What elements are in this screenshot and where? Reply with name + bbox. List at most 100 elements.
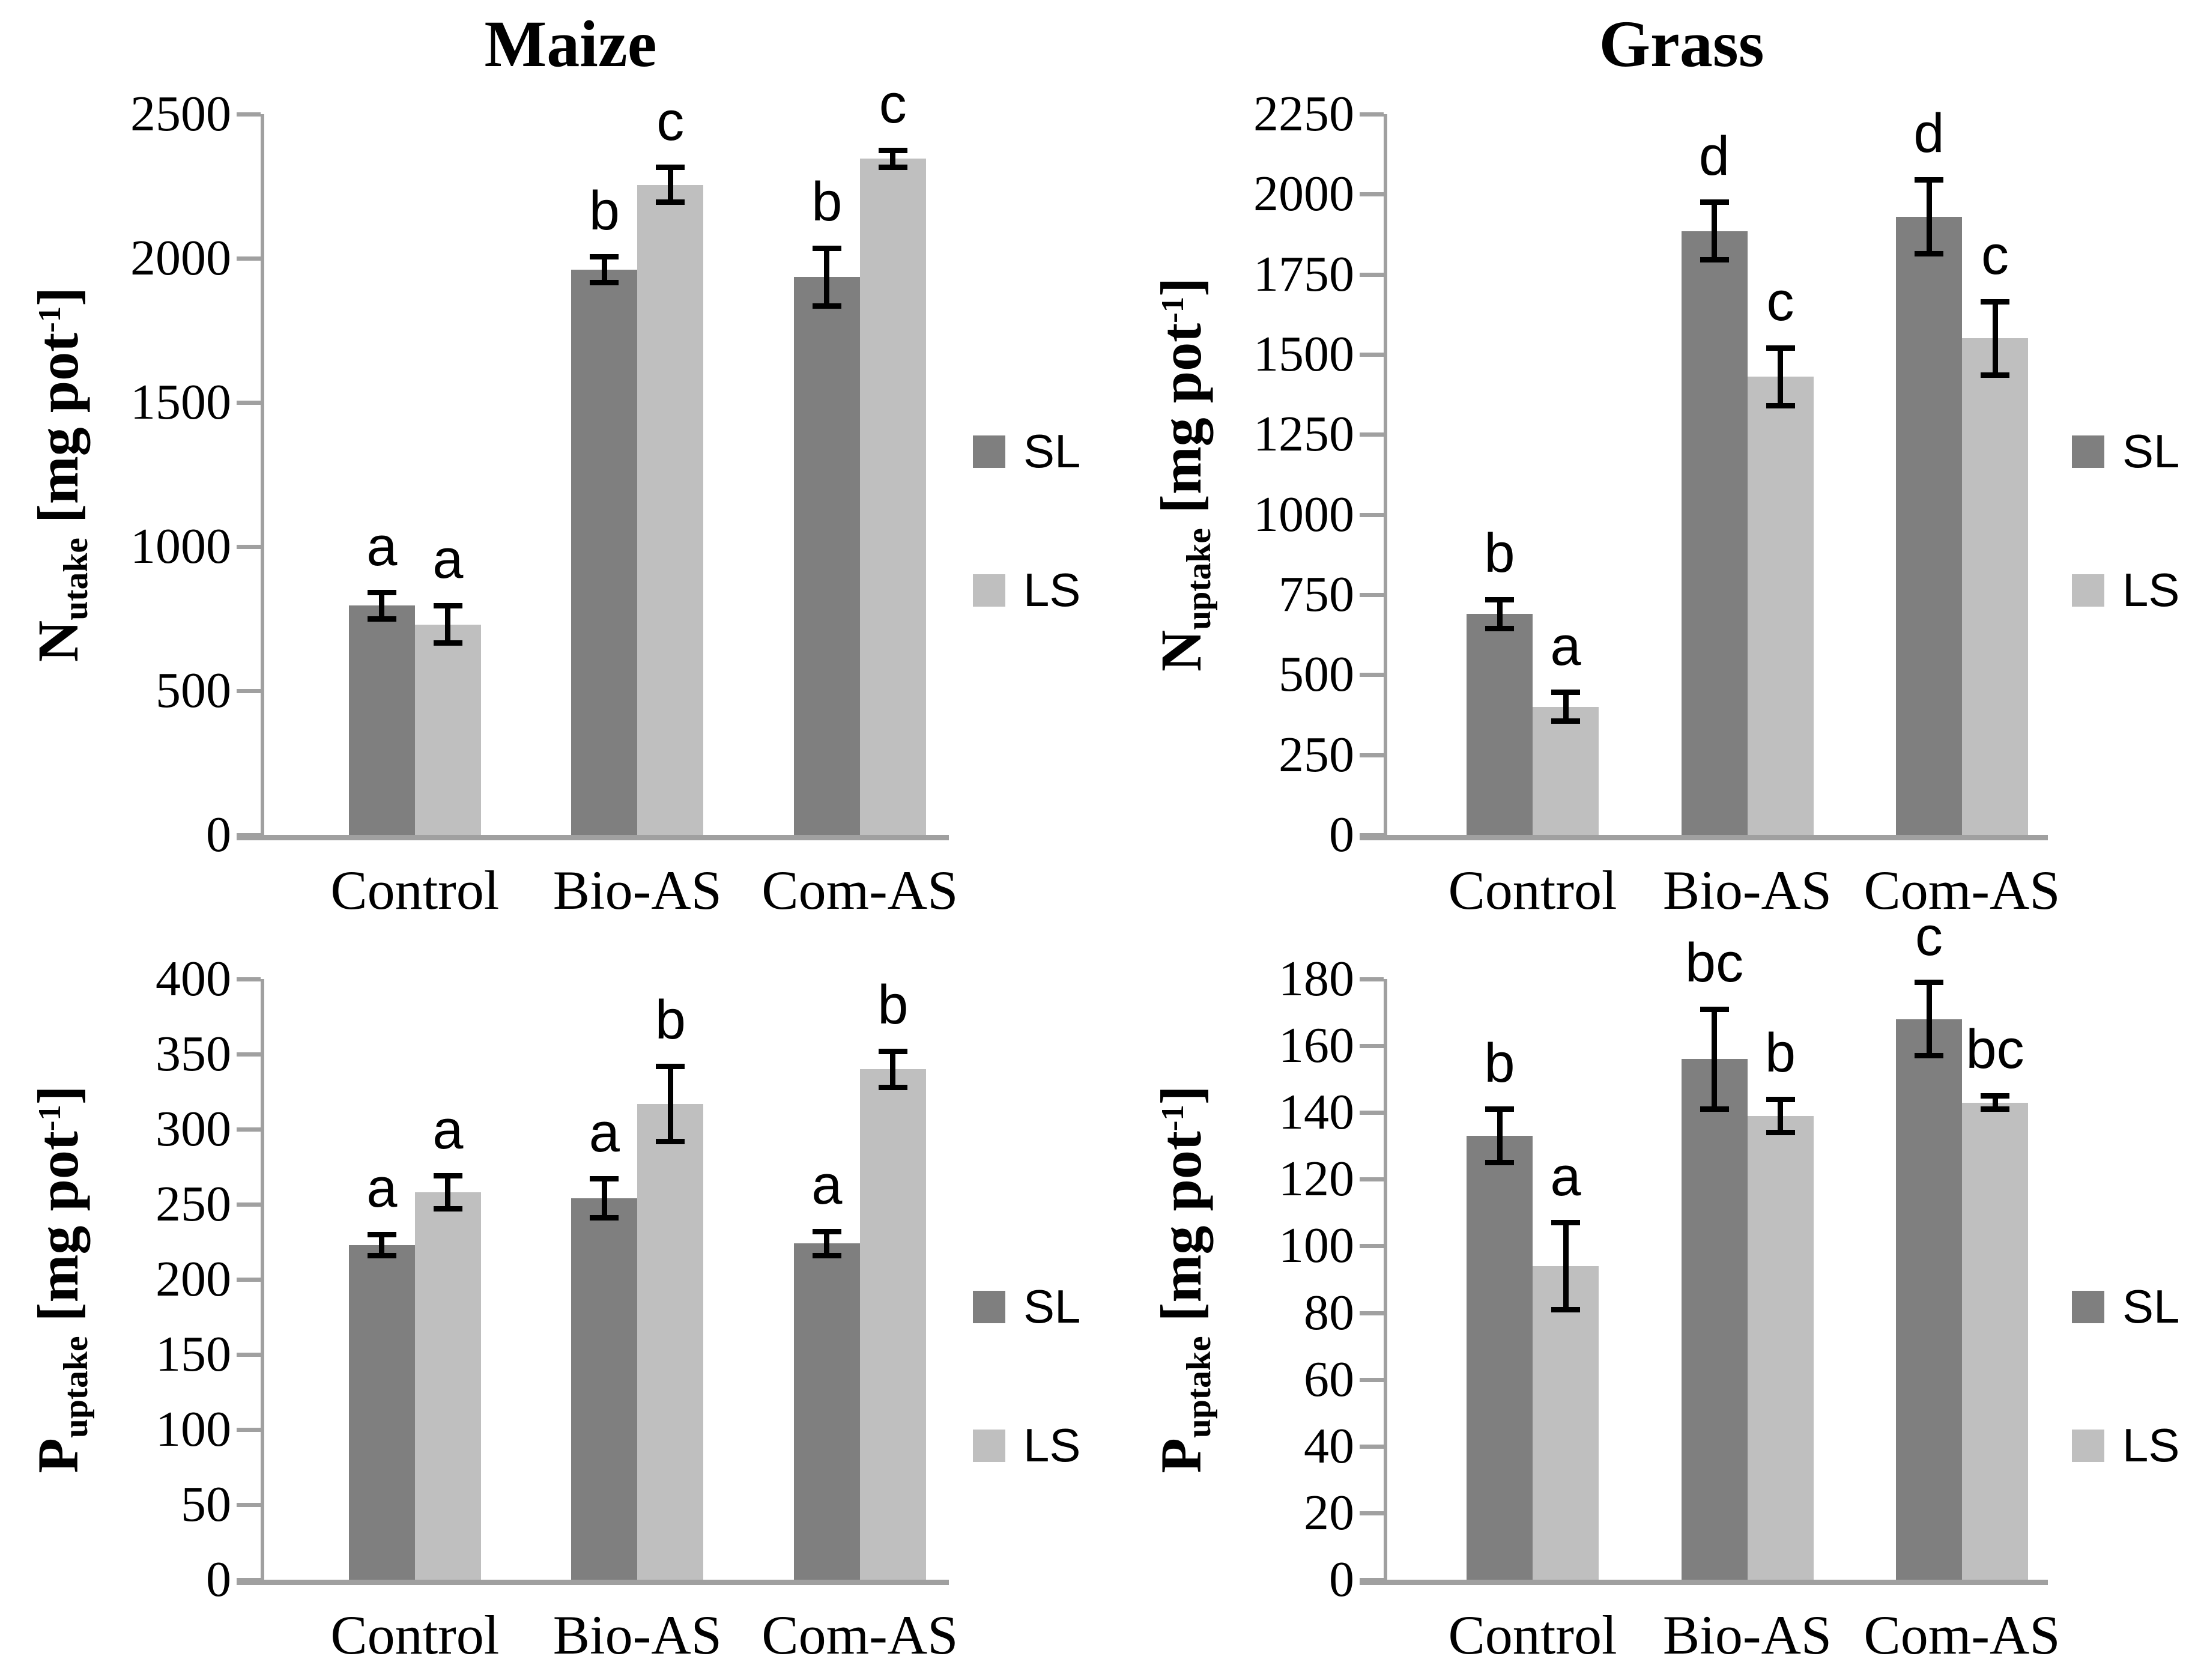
error-bar-line <box>379 1234 385 1255</box>
error-bar-cap-bottom <box>1915 1053 1943 1059</box>
error-bar-line <box>1992 1096 1998 1109</box>
y-tick-mark <box>237 1127 261 1132</box>
bar-ls-control <box>1533 1266 1599 1580</box>
error-bar-cap-bottom <box>656 199 685 205</box>
y-axis-title-part: [mg pot <box>1148 1131 1213 1336</box>
legend: SL LS <box>2072 1279 2179 1473</box>
bar-sl-bio-as <box>571 1198 638 1580</box>
y-tick-label: 100 <box>156 1401 231 1457</box>
error-bar-cap-top <box>656 165 685 171</box>
legend-swatch-sl <box>2072 1290 2104 1323</box>
legend: SL LS <box>2072 424 2179 617</box>
error-bar-cap-top <box>367 590 396 596</box>
chart-title-grass: Grass <box>1599 7 1764 80</box>
error-bar-cap-bottom <box>590 1215 619 1221</box>
legend-swatch-sl <box>973 435 1005 468</box>
x-category-label: Bio-AS <box>1662 1604 1832 1666</box>
error-bar-line <box>1778 1099 1783 1133</box>
error-bar-cap-bottom <box>367 1252 396 1258</box>
y-axis-line <box>261 114 264 835</box>
legend: SL LS <box>973 424 1080 617</box>
legend-label-sl: SL <box>1023 425 1081 478</box>
panel-maize-n-uptake: Maize 0 500 1000 1500 2000 2500 Nutake [mg pot… <box>0 0 1093 937</box>
error-bar-line <box>667 1066 673 1141</box>
x-axis-line <box>1360 1580 2048 1585</box>
y-tick-label: 0 <box>1329 807 1354 863</box>
significance-letter: a <box>1550 1145 1581 1207</box>
y-axis-title-part: [mg pot <box>25 1131 90 1336</box>
bar-ls-bio-as <box>637 1103 704 1580</box>
error-bar-cap-bottom <box>1981 1106 2009 1112</box>
significance-letter: bc <box>1966 1019 2024 1081</box>
y-tick-label: 160 <box>1279 1017 1354 1074</box>
legend-label-ls: LS <box>2122 563 2180 616</box>
legend-entry-sl: SL <box>2072 424 2179 479</box>
bar-sl-com-as <box>793 277 860 835</box>
error-bar-cap-top <box>433 602 462 608</box>
y-axis-title-part: [mg pot <box>25 332 90 538</box>
legend-swatch-sl <box>2072 435 2104 468</box>
error-bar-cap-bottom <box>878 165 907 171</box>
error-bar-line <box>379 592 385 619</box>
y-tick-mark <box>237 256 261 261</box>
legend-entry-ls: LS <box>2072 1418 2179 1473</box>
y-tick-mark <box>237 1202 261 1207</box>
error-bar-line <box>667 167 673 202</box>
error-bar-cap-top <box>878 147 907 153</box>
x-category-label: Bio-AS <box>553 860 722 921</box>
y-tick-mark <box>237 1353 261 1357</box>
error-bar-line <box>824 1231 830 1255</box>
significance-letter: b <box>1484 1032 1515 1094</box>
y-tick-mark <box>1360 1311 1384 1315</box>
bar-sl-control <box>1467 1136 1533 1580</box>
y-tick-mark <box>1360 1511 1384 1515</box>
x-category-label: Control <box>330 860 500 921</box>
significance-letter: d <box>1913 103 1945 165</box>
y-tick-mark <box>237 1278 261 1282</box>
bar-ls-control <box>1533 706 1599 835</box>
bar-sl-com-as <box>793 1243 860 1580</box>
y-tick-mark <box>1360 753 1384 757</box>
y-tick-label: 1250 <box>1253 406 1354 462</box>
y-tick-label: 2000 <box>130 230 231 286</box>
significance-letter: a <box>432 529 464 590</box>
y-axis-title: Nutake [mg pot-1] <box>25 287 95 662</box>
y-tick-mark <box>1360 1444 1384 1449</box>
significance-letter: c <box>879 73 907 135</box>
bar-sl-control <box>1467 614 1533 835</box>
y-tick-mark <box>1360 272 1384 277</box>
legend-entry-ls: LS <box>973 563 1080 617</box>
y-axis-title-part: uptake <box>1180 1336 1219 1439</box>
error-bar-cap-top <box>1915 177 1943 183</box>
y-tick-mark <box>1360 833 1384 837</box>
y-tick-mark <box>237 112 261 117</box>
x-category-label: Control <box>1448 1604 1617 1666</box>
y-tick-label: 50 <box>181 1476 231 1532</box>
y-axis-title: Nuptake [mg pot-1] <box>1148 277 1219 672</box>
error-bar-cap-bottom <box>812 303 841 309</box>
x-category-label: Bio-AS <box>553 1604 722 1666</box>
bar-sl-bio-as <box>571 270 638 835</box>
error-bar-line <box>1497 1109 1503 1163</box>
legend-swatch-ls <box>2072 1429 2104 1462</box>
y-tick-label: 1500 <box>130 374 231 430</box>
significance-letter: b <box>655 989 686 1051</box>
y-tick-label: 500 <box>1279 646 1354 703</box>
y-tick-mark <box>237 977 261 981</box>
error-bar-cap-bottom <box>1981 372 2009 378</box>
x-category-label: Control <box>330 1604 500 1666</box>
bar-ls-bio-as <box>637 184 704 835</box>
error-bar-cap-bottom <box>1485 625 1514 631</box>
error-bar-cap-bottom <box>1551 718 1580 724</box>
significance-letter: a <box>432 1099 464 1160</box>
y-axis-title-part: ] <box>1148 277 1213 297</box>
x-category-label: Com-AS <box>1864 860 2060 921</box>
y-tick-mark <box>1360 432 1384 437</box>
significance-letter: a <box>589 1102 620 1163</box>
bar-sl-com-as <box>1896 216 1962 835</box>
y-tick-label: 2500 <box>130 86 231 142</box>
error-bar-cap-bottom <box>1551 1306 1580 1312</box>
significance-letter: c <box>1766 271 1794 333</box>
error-bar-cap-bottom <box>590 280 619 286</box>
